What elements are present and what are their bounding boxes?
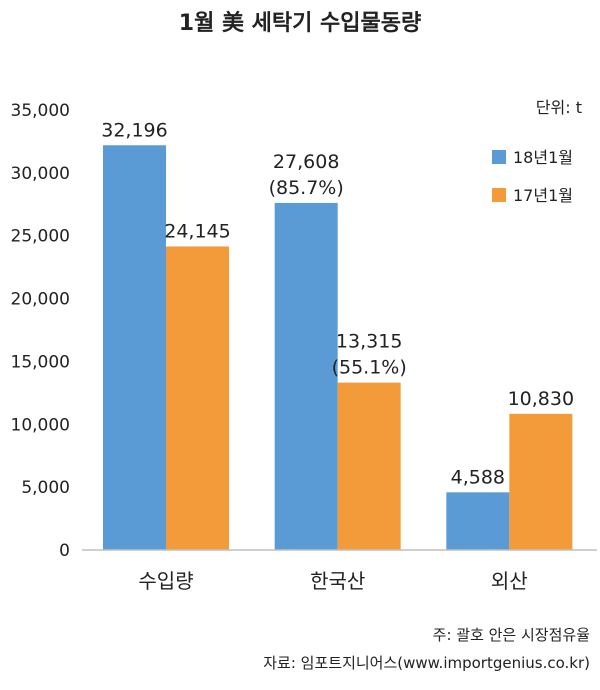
bars <box>103 145 573 551</box>
x-tick-label: 외산 <box>491 569 528 593</box>
bar-series1 <box>446 492 510 550</box>
y-tick-label: 35,000 <box>11 101 70 121</box>
chart-title: 1월 美 세탁기 수입물동량 <box>179 10 421 36</box>
bar-series1 <box>274 202 338 551</box>
legend-swatch <box>492 150 506 164</box>
legend-label: 18년1월 <box>513 148 573 167</box>
y-axis: 0 5,000 10,000 15,000 20,000 25,000 30,000 35,0… <box>11 101 70 561</box>
data-label: 4,588 <box>451 466 505 488</box>
y-tick-label: 30,000 <box>11 164 70 184</box>
data-label: 10,830 <box>508 388 574 410</box>
x-tick-label: 한국산 <box>310 569 365 593</box>
source-note: 자료: 임포트지니어스(www.importgenius.co.kr) <box>263 654 590 672</box>
y-tick-label: 25,000 <box>11 227 70 247</box>
y-tick-label: 5,000 <box>21 478 70 498</box>
footnote: 주: 괄호 안은 시장점유율 <box>433 626 590 644</box>
data-label: 27,608 (85.7%) <box>269 151 344 199</box>
y-tick-label: 20,000 <box>11 290 70 310</box>
legend: 18년1월 17년1월 <box>492 148 573 205</box>
y-tick-label: 10,000 <box>11 415 70 435</box>
y-tick-label: 0 <box>59 541 70 561</box>
bar-series2 <box>509 413 573 550</box>
unit-label: 단위: t <box>536 98 582 117</box>
x-axis: 수입량 한국산 외산 <box>82 549 597 593</box>
y-tick-label: 15,000 <box>11 352 70 372</box>
bar-series2 <box>337 382 401 550</box>
data-labels: 32,196 24,145 27,608 (85.7%) 13,315 (55.1%) 4,… <box>101 119 574 488</box>
data-label: 32,196 <box>101 119 167 141</box>
x-tick-label: 수입량 <box>138 569 193 593</box>
data-label: 24,145 <box>164 220 230 242</box>
data-label: 13,315 (55.1%) <box>332 331 407 379</box>
legend-swatch <box>492 188 506 202</box>
bar-series2 <box>166 246 229 550</box>
legend-label: 17년1월 <box>513 186 573 205</box>
bar-series1 <box>103 145 166 550</box>
